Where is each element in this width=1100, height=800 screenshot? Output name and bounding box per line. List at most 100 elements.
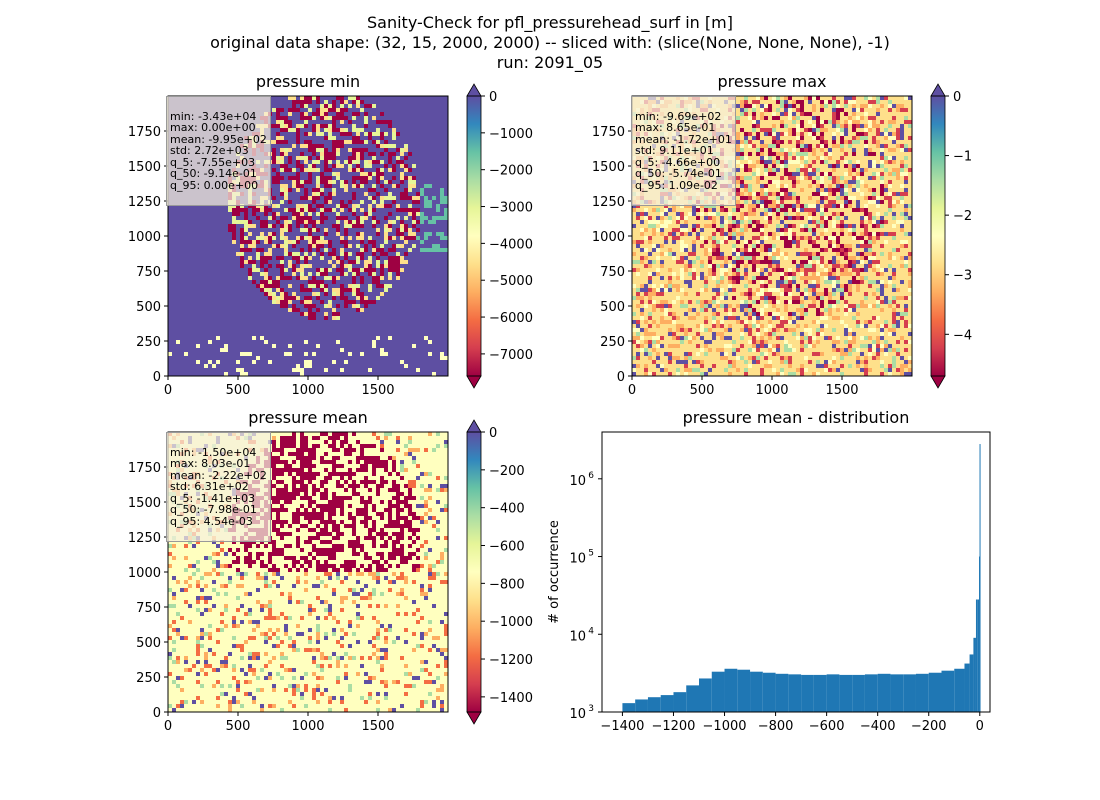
heatmap-cell: [880, 164, 884, 168]
heatmap-cell: [892, 168, 896, 172]
heatmap-cell: [824, 248, 828, 252]
heatmap-cell: [776, 256, 780, 260]
heatmap-cell: [348, 572, 352, 576]
heatmap-cell: [440, 556, 444, 560]
heatmap-cell: [760, 148, 764, 152]
heatmap-cell: [784, 108, 788, 112]
heatmap-cell: [776, 252, 780, 256]
heatmap-cell: [400, 460, 404, 464]
heatmap-cell: [644, 208, 648, 212]
heatmap-cell: [844, 308, 848, 312]
heatmap-cell: [736, 220, 740, 224]
heatmap-cell: [744, 136, 748, 140]
heatmap-cell: [796, 200, 800, 204]
heatmap-cell: [836, 216, 840, 220]
heatmap-cell: [424, 236, 428, 240]
heatmap-cell: [316, 272, 320, 276]
heatmap-cell: [304, 96, 308, 100]
x-tick-label: 1000: [755, 383, 788, 398]
heatmap-cell: [288, 148, 292, 152]
heatmap-cell: [852, 336, 856, 340]
heatmap-cell: [304, 448, 308, 452]
heatmap-cell: [304, 304, 308, 308]
heatmap-cell: [760, 368, 764, 372]
heatmap-cell: [320, 512, 324, 516]
figure-title-line-3: run: 2091_05: [496, 53, 604, 72]
heatmap-cell: [812, 116, 816, 120]
heatmap-cell: [828, 360, 832, 364]
heatmap-cell: [792, 296, 796, 300]
heatmap-cell: [812, 124, 816, 128]
heatmap-cell: [284, 168, 288, 172]
heatmap-cell: [316, 128, 320, 132]
heatmap-cell: [308, 208, 312, 212]
heatmap-cell: [332, 164, 336, 168]
heatmap-cell: [712, 244, 716, 248]
heatmap-cell: [364, 536, 368, 540]
heatmap-cell: [716, 348, 720, 352]
y-tick-label: 1750: [592, 125, 625, 140]
heatmap-cell: [296, 108, 300, 112]
heatmap-cell: [304, 264, 308, 268]
heatmap-cell: [232, 212, 236, 216]
heatmap-cell: [648, 352, 652, 356]
heatmap-cell: [664, 368, 668, 372]
heatmap-cell: [396, 564, 400, 568]
heatmap-cell: [748, 196, 752, 200]
heatmap-cell: [444, 488, 448, 492]
heatmap-cell: [312, 312, 316, 316]
heatmap-cell: [244, 548, 248, 552]
heatmap-cell: [896, 352, 900, 356]
heatmap-cell: [800, 140, 804, 144]
heatmap-cell: [748, 204, 752, 208]
heatmap-cell: [852, 176, 856, 180]
heatmap-cell: [688, 284, 692, 288]
heatmap-cell: [272, 160, 276, 164]
heatmap-cell: [904, 308, 908, 312]
heatmap-cell: [324, 304, 328, 308]
heatmap-cell: [668, 216, 672, 220]
heatmap-cell: [396, 132, 400, 136]
heatmap-cell: [284, 124, 288, 128]
heatmap-cell: [296, 296, 300, 300]
heatmap-cell: [744, 156, 748, 160]
heatmap-cell: [736, 368, 740, 372]
heatmap-cell: [856, 260, 860, 264]
heatmap-cell: [320, 172, 324, 176]
heatmap-cell: [348, 524, 352, 528]
heatmap-cell: [304, 560, 308, 564]
heatmap-cell: [292, 304, 296, 308]
heatmap-cell: [228, 228, 232, 232]
heatmap-cell: [320, 480, 324, 484]
heatmap-cell: [788, 224, 792, 228]
heatmap-cell: [276, 160, 280, 164]
heatmap-cell: [332, 120, 336, 124]
heatmap-cell: [336, 304, 340, 308]
heatmap-cell: [744, 320, 748, 324]
heatmap-cell: [904, 188, 908, 192]
heatmap-cell: [764, 244, 768, 248]
heatmap-cell: [240, 572, 244, 576]
heatmap-cell: [764, 156, 768, 160]
heatmap-cell: [784, 100, 788, 104]
heatmap-cell: [380, 552, 384, 556]
heatmap-cell: [904, 204, 908, 208]
heatmap-cell: [716, 252, 720, 256]
heatmap-cell: [724, 336, 728, 340]
heatmap-cell: [280, 260, 284, 264]
heatmap-cell: [420, 220, 424, 224]
heatmap-cell: [892, 308, 896, 312]
heatmap-cell: [736, 132, 740, 136]
heatmap-cell: [752, 324, 756, 328]
heatmap-cell: [636, 288, 640, 292]
heatmap-cell: [636, 356, 640, 360]
heatmap-cell: [772, 112, 776, 116]
heatmap-cell: [444, 536, 448, 540]
heatmap-cell: [280, 472, 284, 476]
heatmap-cell: [312, 164, 316, 168]
heatmap-cell: [276, 532, 280, 536]
heatmap-cell: [352, 548, 356, 552]
heatmap-cell: [288, 444, 292, 448]
heatmap-cell: [300, 480, 304, 484]
heatmap-cell: [300, 468, 304, 472]
